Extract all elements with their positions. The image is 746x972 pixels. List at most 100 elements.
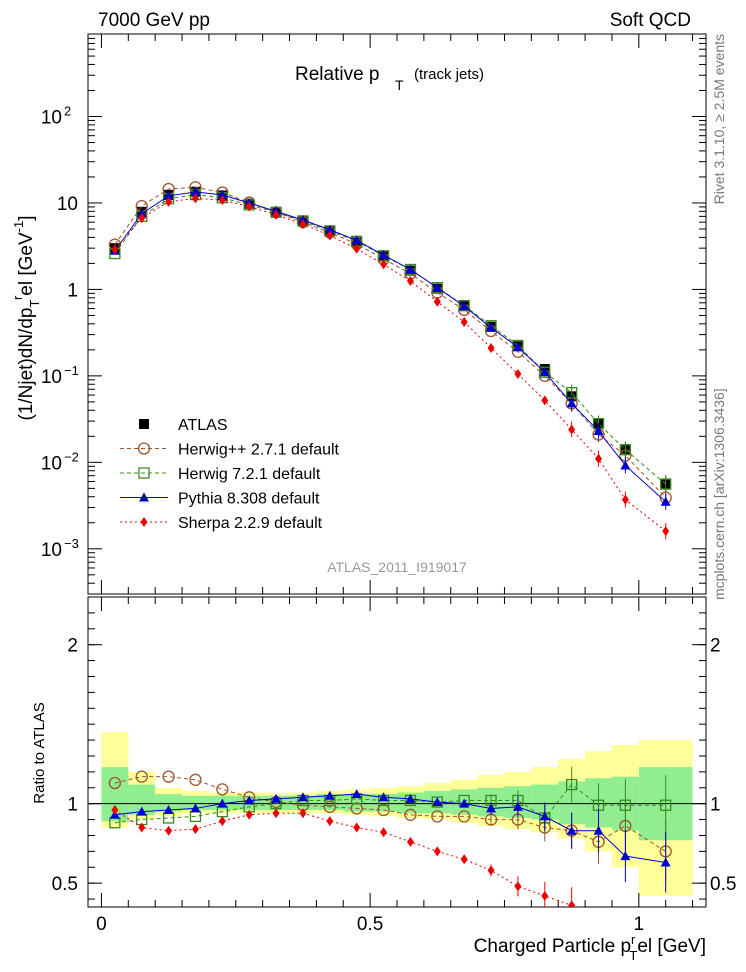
ratio-point-sherpa xyxy=(433,846,441,857)
data-point-sherpa xyxy=(138,212,146,223)
plot-title-tail: (track jets) xyxy=(414,66,484,83)
data-point-pythia xyxy=(459,301,470,311)
x-tick-label: 0 xyxy=(96,914,107,935)
ratio-point-herwigpp xyxy=(404,808,417,821)
ratio-point-sherpa xyxy=(541,890,549,901)
x-tick-label: 0.5 xyxy=(357,914,383,935)
data-point-pythia xyxy=(660,496,671,506)
ratio-point-sherpa xyxy=(111,805,119,816)
data-point-herwig7 xyxy=(458,299,470,312)
ratio-line-sherpa xyxy=(114,809,578,907)
ratio-point-sherpa xyxy=(514,881,522,892)
y-tick-exponent: −1 xyxy=(64,363,79,378)
ratio-point-pythia xyxy=(378,792,389,802)
ratio-axis-ticks: 0.5 0.5 1 1 2 2 0 0.5 1 xyxy=(52,597,736,935)
ratio-point-pythia xyxy=(566,825,577,835)
header-category: Soft QCD xyxy=(610,10,691,31)
ratio-point-herwigpp xyxy=(377,803,390,817)
ratio-point-pythia xyxy=(660,857,671,867)
data-point-sherpa xyxy=(406,276,414,287)
data-point-sherpa xyxy=(621,494,629,505)
ratio-point-herwigpp xyxy=(216,783,229,796)
ratio-point-sherpa xyxy=(406,836,414,847)
main-series-group xyxy=(108,181,672,540)
data-point-pythia xyxy=(432,282,443,292)
rivet-version-label: Rivet 3.1.10, ≥ 2.5M events xyxy=(711,34,727,204)
ratio-series-clipped xyxy=(108,766,672,907)
ratio-band-inner xyxy=(155,794,183,812)
ratio-point-sherpa xyxy=(380,827,388,838)
legend-marker-atlas xyxy=(139,419,149,429)
ratio-band-inner xyxy=(370,794,397,812)
data-point-sherpa xyxy=(514,369,522,380)
ratio-point-pythia xyxy=(620,851,631,861)
data-point-pythia xyxy=(324,224,335,234)
ratio-point-pythia xyxy=(459,798,470,808)
ratio-point-pythia xyxy=(190,803,201,813)
legend-marker-pythia xyxy=(139,492,149,502)
ratio-point-herwigpp xyxy=(431,810,444,823)
ratio-point-herwigpp xyxy=(189,773,202,786)
data-point-herwig7 xyxy=(660,478,672,490)
y-tick-label: 10 xyxy=(41,108,62,129)
ratio-band-inner xyxy=(289,795,317,811)
ratio-y-tick-label-right: 0.5 xyxy=(710,874,736,895)
y-tick-exponent: −2 xyxy=(64,449,79,464)
ratio-point-sherpa xyxy=(165,825,173,836)
ratio-point-sherpa xyxy=(299,808,307,819)
ratio-line-herwig7 xyxy=(114,783,666,824)
y-tick-label: 1 xyxy=(67,280,78,301)
ratio-point-pythia xyxy=(324,790,335,800)
legend-label-sherpa: Sherpa 2.2.9 default xyxy=(178,515,323,532)
ratio-point-sherpa xyxy=(326,816,334,827)
ratio-point-herwig7 xyxy=(619,799,632,811)
data-point-sherpa xyxy=(272,209,280,220)
data-point-pythia xyxy=(593,426,604,436)
legend-marker-herwigpp xyxy=(137,442,151,455)
ratio-point-pythia xyxy=(163,805,174,815)
plot-title: Relative p xyxy=(295,64,380,85)
ratio-point-herwigpp xyxy=(458,810,471,823)
data-point-pythia xyxy=(566,398,577,408)
ratio-point-sherpa xyxy=(487,865,495,876)
data-point-sherpa xyxy=(380,259,388,270)
ratio-point-pythia xyxy=(539,811,550,821)
mcplots-citation-label: mcplots.cern.ch [arXiv:1306.3436] xyxy=(711,388,727,600)
main-plot-frame xyxy=(87,33,707,595)
y-tick-label: 10 xyxy=(57,194,78,215)
ratio-point-herwigpp xyxy=(350,802,363,815)
ratio-point-pythia xyxy=(217,798,228,808)
ratio-series-group xyxy=(108,766,672,907)
y-tick-label: 10 xyxy=(41,453,62,474)
analysis-watermark: ATLAS_2011_I919017 xyxy=(327,559,467,575)
data-point-sherpa xyxy=(568,424,576,435)
x-axis-label: Charged Particle pr Tel [GeV] xyxy=(474,932,706,963)
y-tick-exponent: 2 xyxy=(64,104,71,119)
data-point-pythia xyxy=(351,235,362,245)
data-point-pythia xyxy=(539,367,550,377)
ratio-point-sherpa xyxy=(353,822,361,833)
data-point-pythia xyxy=(217,189,228,199)
data-point-sherpa xyxy=(165,196,173,207)
ratio-y-tick-label-right: 1 xyxy=(710,795,721,816)
series-line-herwigpp xyxy=(114,186,667,499)
ratio-line-herwigpp xyxy=(114,776,666,852)
legend-label-pythia: Pythia 8.308 default xyxy=(178,491,320,508)
data-point-sherpa xyxy=(595,453,603,464)
y-axis-label-ratio: Ratio to ATLAS xyxy=(31,702,48,803)
ratio-point-sherpa xyxy=(218,816,226,827)
ratio-y-tick-label: 1 xyxy=(67,795,78,816)
ratio-band-inner xyxy=(182,795,209,811)
ratio-point-pythia xyxy=(432,797,443,807)
data-point-pythia xyxy=(378,250,389,260)
data-point-sherpa xyxy=(111,244,119,255)
y-axis-label-main: (1/Njet)dN/dpTrel [GeV-1] xyxy=(10,215,42,420)
y-tick-exponent: −3 xyxy=(64,536,79,551)
ratio-point-sherpa xyxy=(191,824,199,835)
ratio-point-sherpa xyxy=(568,900,576,907)
legend-label-herwigpp: Herwig++ 2.7.1 default xyxy=(178,442,340,459)
data-point-pythia xyxy=(405,264,416,274)
ratio-y-tick-label: 2 xyxy=(67,636,78,657)
ratio-point-herwigpp xyxy=(108,776,122,790)
